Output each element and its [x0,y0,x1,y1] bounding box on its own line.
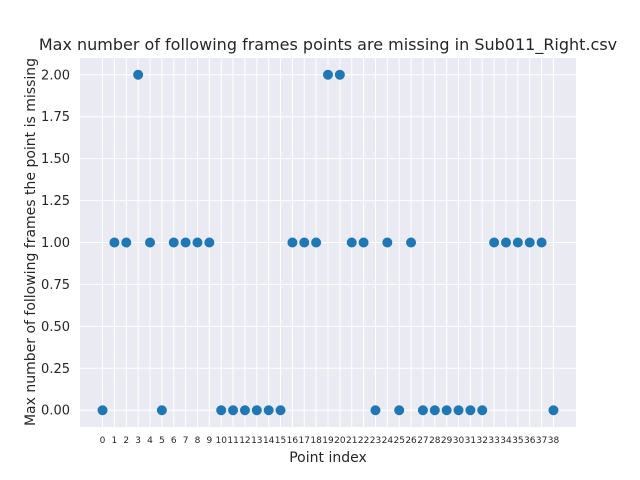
data-point [299,237,310,248]
data-point [489,237,500,248]
data-point [512,237,523,248]
x-tick-label: 7 [183,436,189,446]
x-tick-label: 37 [536,436,547,446]
data-point [417,405,428,416]
data-point [228,405,239,416]
data-point [97,405,108,416]
x-tick-label: 11 [227,436,238,446]
data-point [334,69,345,80]
x-tick-label: 20 [334,436,346,446]
data-point [204,237,215,248]
data-point [346,237,357,248]
x-tick-label: 16 [287,436,299,446]
x-tick-labels: 0 1 2 3 4 5 6 7 8 9 10 11 12 13 14 15 16 17 18 19 20 21 22 23 24… [100,436,560,446]
data-point [239,405,250,416]
y-tick-label: 0.00 [41,404,70,419]
data-point [323,69,333,80]
x-tick-label: 24 [382,436,394,446]
x-tick-label: 26 [405,436,417,446]
y-tick-label: 0.25 [41,362,70,377]
x-tick-label: 33 [488,436,499,446]
y-tick-label: 1.50 [41,152,70,167]
x-tick-label: 13 [251,436,262,446]
data-point [536,237,547,248]
x-tick-label: 0 [100,436,106,446]
x-tick-label: 23 [370,436,381,446]
data-point [251,405,262,416]
x-tick-label: 1 [112,436,118,446]
data-point [145,237,156,248]
chart-title: Max number of following frames points ar… [39,35,617,55]
x-tick-label: 29 [441,436,453,446]
x-tick-label: 22 [358,436,369,446]
data-points [97,69,559,416]
x-tick-label: 28 [429,436,441,446]
data-point [121,237,132,248]
x-tick-label: 18 [310,436,322,446]
data-point [406,237,417,248]
data-point [429,405,440,416]
data-point [216,405,227,416]
x-tick-label: 38 [548,436,560,446]
data-point [180,237,191,248]
y-axis-label: Max number of following frames the point… [23,58,39,426]
x-tick-label: 5 [159,436,165,446]
x-tick-label: 6 [171,436,177,446]
x-tick-label: 2 [123,436,129,446]
x-tick-label: 10 [215,436,227,446]
y-tick-label: 0.75 [41,278,70,293]
x-tick-label: 14 [263,436,275,446]
data-point [263,405,274,416]
x-tick-label: 4 [147,436,153,446]
x-tick-label: 36 [524,436,536,446]
data-point [311,237,322,248]
grid-lines [80,58,576,427]
y-tick-label: 1.75 [41,110,70,125]
y-tick-labels: 0.00 0.25 0.50 0.75 1.00 1.25 1.50 1.75 2.00 [41,68,70,418]
x-tick-label: 8 [195,436,201,446]
data-point [394,405,405,416]
data-point [275,405,286,416]
data-point [500,237,511,248]
x-tick-label: 34 [500,436,512,446]
x-tick-label: 32 [477,436,488,446]
data-point [109,237,120,248]
data-point [548,405,559,416]
x-tick-label: 17 [299,436,310,446]
x-tick-label: 21 [346,436,357,446]
data-point [192,237,203,248]
data-point [453,405,464,416]
y-tick-label: 2.00 [41,68,70,83]
y-tick-label: 1.25 [41,194,70,209]
data-point [168,237,179,248]
data-point [441,405,452,416]
y-tick-label: 1.00 [41,236,70,251]
x-tick-label: 3 [135,436,141,446]
data-point [524,237,535,248]
data-point [287,237,298,248]
x-tick-label: 30 [453,436,465,446]
data-point [358,237,369,248]
x-tick-label: 15 [275,436,286,446]
x-tick-label: 35 [512,436,523,446]
x-tick-label: 31 [465,436,476,446]
y-tick-label: 0.50 [41,320,70,335]
data-point [133,69,144,80]
data-point [370,405,381,416]
x-tick-label: 9 [206,436,212,446]
data-point [477,405,488,416]
x-axis-label: Point index [289,450,367,466]
x-tick-label: 27 [417,436,428,446]
x-tick-label: 12 [239,436,250,446]
data-point [382,237,393,248]
data-point [465,405,476,416]
x-tick-label: 19 [322,436,334,446]
x-tick-label: 25 [393,436,404,446]
data-point [156,405,167,416]
